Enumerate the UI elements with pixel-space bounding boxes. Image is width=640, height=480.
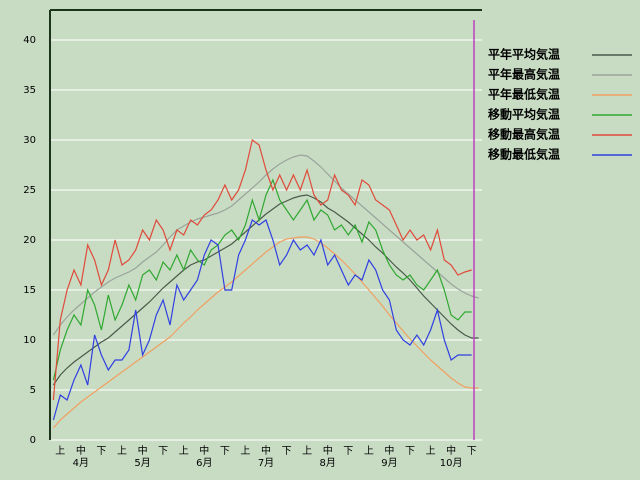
legend-label: 平年最低気温: [488, 87, 560, 102]
series-line: [52, 178, 472, 381]
month-label: 5月: [134, 457, 150, 469]
x-tick-label: 上: [364, 445, 374, 457]
x-tick-label: 下: [282, 446, 292, 457]
x-tick-label: 下: [220, 446, 230, 457]
y-tick-label: 35: [23, 85, 36, 96]
x-tick-label: 中: [199, 444, 209, 457]
x-tick-label: 上: [117, 445, 127, 457]
y-tick-label: 40: [23, 35, 36, 46]
x-tick-label: 中: [138, 444, 148, 457]
series-line: [52, 219, 472, 421]
x-tick-label: 中: [261, 444, 271, 457]
x-tick-label: 下: [343, 446, 353, 457]
x-tick-label: 上: [55, 445, 65, 457]
legend-label: 移動最低気温: [488, 147, 560, 162]
x-tick-label: 中: [323, 444, 333, 457]
month-label: 4月: [73, 457, 89, 469]
y-tick-label: 30: [23, 135, 36, 146]
month-label: 6月: [196, 457, 212, 469]
x-tick-label: 中: [76, 444, 86, 457]
x-tick-label: 下: [467, 446, 477, 457]
x-tick-label: 上: [179, 445, 189, 457]
x-tick-label: 上: [302, 445, 312, 457]
legend-label: 移動平均気温: [488, 107, 560, 122]
month-label: 9月: [381, 457, 397, 469]
month-label: 7月: [258, 457, 274, 469]
series-line: [52, 138, 472, 401]
y-tick-label: 25: [23, 185, 36, 196]
series-line: [52, 154, 479, 336]
x-tick-label: 中: [446, 444, 456, 457]
x-tick-label: 上: [426, 445, 436, 457]
y-tick-label: 10: [23, 335, 36, 346]
x-tick-label: 下: [158, 446, 168, 457]
x-tick-label: 上: [240, 445, 250, 457]
legend-label: 平年平均気温: [488, 47, 560, 62]
month-label: 10月: [440, 457, 463, 469]
series-line: [52, 236, 479, 429]
x-tick-label: 下: [405, 446, 415, 457]
series-line: [52, 194, 479, 386]
month-label: 8月: [320, 457, 336, 469]
legend-label: 平年最高気温: [488, 67, 560, 82]
y-tick-label: 15: [23, 285, 36, 296]
x-tick-label: 下: [96, 446, 106, 457]
y-tick-label: 5: [30, 385, 36, 396]
y-tick-label: 0: [30, 435, 36, 446]
x-tick-label: 中: [384, 444, 394, 457]
legend-label: 移動最高気温: [488, 127, 560, 142]
y-tick-label: 20: [23, 235, 36, 246]
